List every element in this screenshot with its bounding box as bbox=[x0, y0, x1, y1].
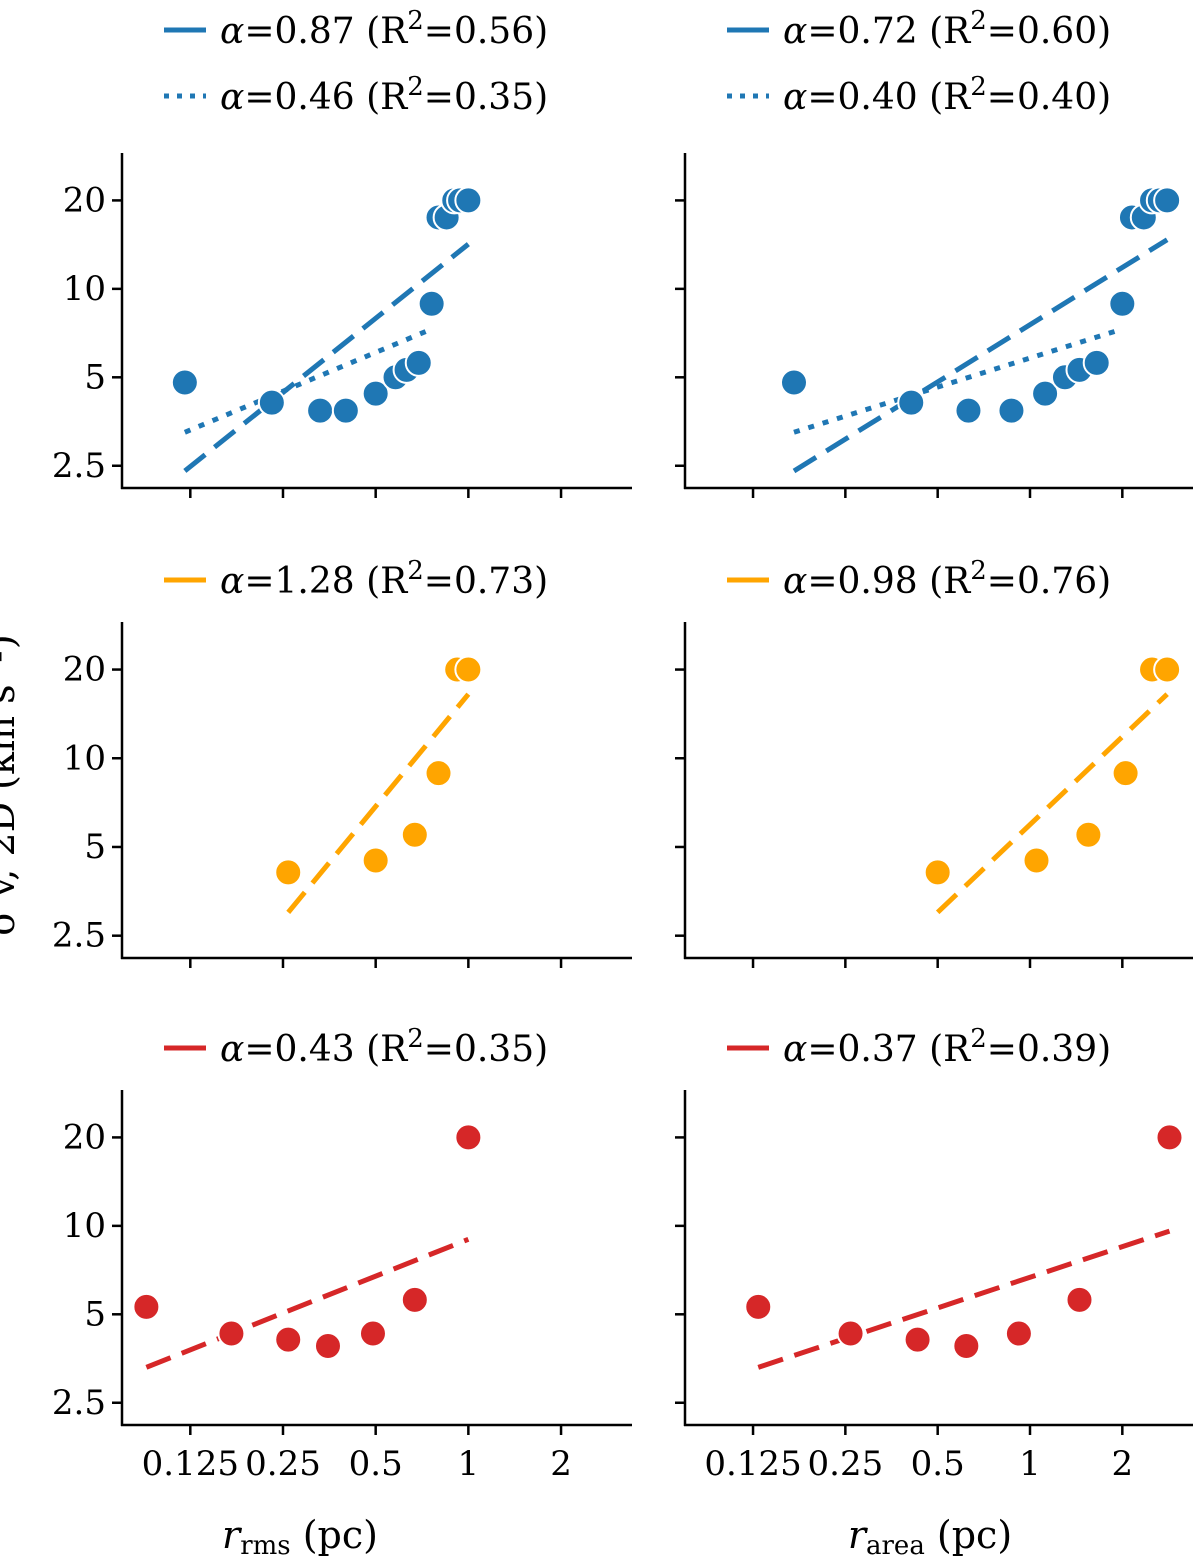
panel-5: 0.125 0.25 0.5 1 2 α=0.37 (R2=0.39) bbox=[675, 1024, 1193, 1484]
data-point bbox=[274, 858, 303, 887]
panel-4: 2.5 5 10 20 0.125 0.25 0.5 1 2 α=0.43 (R2=0.35) bbox=[52, 1024, 632, 1484]
fit-line-dotted bbox=[793, 326, 1124, 435]
panel-2: 2.5 5 10 20 α=1.28 (R2=0.73) bbox=[52, 556, 632, 968]
data-point bbox=[779, 368, 808, 397]
data-point bbox=[170, 368, 199, 397]
x-tick-label: 0.125 bbox=[142, 1444, 239, 1484]
y-tick-label: 2.5 bbox=[52, 916, 106, 956]
data-point bbox=[454, 655, 483, 684]
x-tick-label: 0.5 bbox=[349, 1444, 403, 1484]
data-point bbox=[1108, 289, 1137, 318]
data-point bbox=[1022, 846, 1051, 875]
data-point bbox=[997, 396, 1026, 425]
x-axis-label-area-unit: (pc) bbox=[925, 1513, 1012, 1557]
y-tick-label: 2.5 bbox=[52, 1383, 106, 1423]
legend-label: α=0.98 (R2=0.76) bbox=[783, 556, 1111, 602]
y-tick-label: 20 bbox=[63, 650, 106, 690]
fit-line-dashed bbox=[145, 1236, 470, 1370]
y-axis-label: σ v, 2D (km s⁻¹) bbox=[0, 634, 23, 935]
data-point bbox=[132, 1292, 161, 1321]
data-point bbox=[1074, 820, 1103, 849]
panel-0: 2.5 5 10 20 α=0.87 (R2=0.56) α=0.46 (R2=0.35) bbox=[52, 6, 632, 498]
y-tick-label: 20 bbox=[63, 180, 106, 220]
x-axis-label-rms-main: r bbox=[222, 1513, 243, 1557]
data-point bbox=[903, 1325, 932, 1354]
data-point bbox=[897, 388, 926, 417]
data-point bbox=[274, 1325, 303, 1354]
x-tick-label: 2 bbox=[550, 1444, 572, 1484]
data-point bbox=[836, 1319, 865, 1348]
data-point bbox=[1153, 186, 1182, 215]
x-tick-label: 0.25 bbox=[808, 1444, 884, 1484]
y-tick-label: 5 bbox=[84, 1294, 106, 1334]
data-point bbox=[1031, 379, 1060, 408]
fit-line-dashed bbox=[286, 692, 471, 914]
data-point bbox=[1082, 348, 1111, 377]
y-tick-label: 5 bbox=[84, 827, 106, 867]
data-point bbox=[400, 1285, 429, 1314]
x-axis-label-area: rarea (pc) bbox=[848, 1513, 1012, 1561]
y-tick-label: 10 bbox=[63, 1206, 106, 1246]
legend-label: α=0.43 (R2=0.35) bbox=[220, 1024, 548, 1070]
data-point bbox=[952, 1332, 981, 1361]
y-tick-label: 10 bbox=[63, 738, 106, 778]
y-tick-label: 10 bbox=[63, 269, 106, 309]
legend-label: α=0.37 (R2=0.39) bbox=[783, 1024, 1111, 1070]
legend-label: α=0.40 (R2=0.40) bbox=[783, 72, 1111, 118]
x-axis-label-area-main: r bbox=[848, 1513, 869, 1557]
data-point bbox=[417, 289, 446, 318]
fit-line-dashed bbox=[935, 692, 1169, 915]
data-point bbox=[217, 1319, 246, 1348]
fit-line-dashed bbox=[183, 242, 470, 473]
data-point bbox=[400, 820, 429, 849]
x-tick-label: 1 bbox=[458, 1444, 480, 1484]
x-tick-label: 1 bbox=[1019, 1444, 1041, 1484]
data-point bbox=[744, 1292, 773, 1321]
x-axis-label-rms-sub: rms bbox=[240, 1531, 290, 1561]
legend-label: α=0.72 (R2=0.60) bbox=[783, 6, 1111, 52]
panel-3: α=0.98 (R2=0.76) bbox=[675, 556, 1193, 968]
data-point bbox=[1153, 655, 1182, 684]
data-point bbox=[954, 396, 983, 425]
data-point bbox=[424, 759, 453, 788]
data-point bbox=[361, 379, 390, 408]
x-axis-label-area-sub: area bbox=[866, 1531, 925, 1561]
data-point bbox=[454, 1123, 483, 1152]
data-point bbox=[358, 1319, 387, 1348]
legend-label: α=0.87 (R2=0.56) bbox=[220, 6, 548, 52]
x-tick-label: 0.25 bbox=[245, 1444, 321, 1484]
data-point bbox=[257, 388, 286, 417]
data-point bbox=[331, 396, 360, 425]
legend-label: α=0.46 (R2=0.35) bbox=[220, 72, 548, 118]
panels: 2.5 5 10 20 α=0.87 (R2=0.56) α=0.46 (R2=0.35)… bbox=[52, 6, 1193, 1484]
y-tick-label: 2.5 bbox=[52, 446, 106, 486]
data-point bbox=[454, 186, 483, 215]
data-point bbox=[1111, 759, 1140, 788]
data-point bbox=[1155, 1123, 1184, 1152]
data-point bbox=[361, 846, 390, 875]
data-point bbox=[923, 858, 952, 887]
legend-label: α=1.28 (R2=0.73) bbox=[220, 556, 548, 602]
y-tick-label: 5 bbox=[84, 357, 106, 397]
x-tick-label: 2 bbox=[1112, 1444, 1134, 1484]
fit-line-dashed bbox=[757, 1228, 1171, 1370]
x-tick-label: 0.125 bbox=[704, 1444, 801, 1484]
data-point bbox=[313, 1332, 342, 1361]
x-axis-label-rms: rrms (pc) bbox=[222, 1513, 378, 1561]
panel-1: α=0.72 (R2=0.60) α=0.40 (R2=0.40) bbox=[675, 6, 1193, 498]
data-point bbox=[1065, 1285, 1094, 1314]
data-point bbox=[306, 396, 335, 425]
x-axis-label-rms-unit: (pc) bbox=[291, 1513, 378, 1557]
y-tick-label: 20 bbox=[63, 1117, 106, 1157]
x-tick-label: 0.5 bbox=[911, 1444, 965, 1484]
fit-line-dashed bbox=[792, 237, 1169, 474]
data-point bbox=[1004, 1319, 1033, 1348]
data-point bbox=[404, 348, 433, 377]
